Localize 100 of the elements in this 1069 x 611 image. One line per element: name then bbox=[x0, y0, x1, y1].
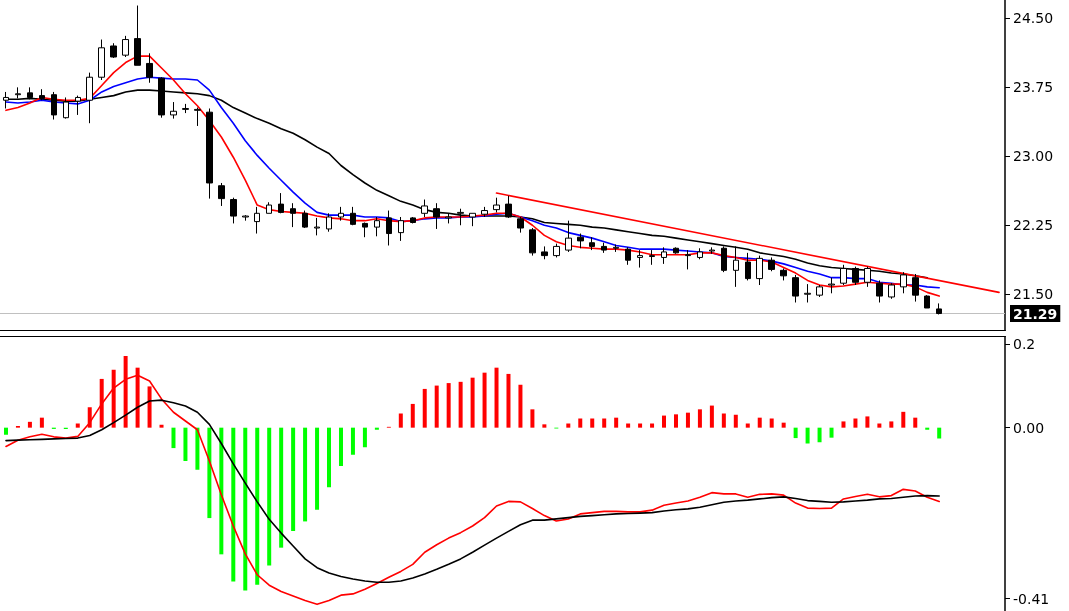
candlestick bbox=[362, 222, 368, 238]
bar bbox=[338, 427, 343, 466]
candlestick bbox=[745, 252, 751, 281]
candlestick bbox=[206, 107, 213, 200]
candlestick bbox=[481, 206, 488, 218]
candlestick bbox=[350, 206, 356, 226]
candlestick bbox=[517, 216, 524, 234]
bar bbox=[327, 427, 332, 488]
bar bbox=[841, 421, 846, 428]
bar bbox=[482, 372, 487, 428]
bar bbox=[422, 388, 427, 428]
bar bbox=[410, 403, 415, 428]
y-tick-label: -0.41 bbox=[1013, 590, 1050, 607]
bar bbox=[207, 427, 212, 519]
bar bbox=[877, 423, 882, 428]
bar bbox=[470, 377, 475, 428]
bar bbox=[195, 427, 200, 470]
candlestick bbox=[110, 42, 117, 59]
y-tick-label: 24.50 bbox=[1013, 10, 1054, 27]
bar bbox=[87, 407, 92, 428]
bar bbox=[865, 416, 870, 428]
candlestick bbox=[780, 267, 787, 281]
candlestick bbox=[75, 95, 81, 116]
candlestick bbox=[421, 199, 428, 218]
candlestick bbox=[792, 274, 799, 303]
bar bbox=[769, 418, 774, 428]
bar bbox=[889, 421, 894, 428]
bar bbox=[374, 427, 379, 430]
candlestick bbox=[433, 202, 440, 230]
y-tick-label: 21.50 bbox=[1013, 286, 1054, 303]
candlestick bbox=[338, 206, 344, 222]
bar bbox=[219, 427, 224, 555]
bar bbox=[697, 409, 702, 428]
bar bbox=[673, 414, 678, 428]
bar bbox=[279, 427, 284, 548]
bar bbox=[638, 423, 643, 428]
candlestick bbox=[876, 279, 883, 303]
candlestick bbox=[756, 255, 763, 286]
candlestick bbox=[625, 246, 631, 266]
bar bbox=[267, 427, 272, 566]
bar bbox=[458, 381, 463, 428]
bar bbox=[745, 423, 750, 428]
bar bbox=[566, 423, 571, 428]
bar bbox=[590, 418, 595, 428]
candlestick bbox=[374, 216, 380, 237]
candlestick bbox=[326, 212, 332, 233]
candlestick bbox=[685, 249, 691, 270]
candlestick bbox=[577, 233, 584, 249]
bar bbox=[829, 427, 834, 438]
bar bbox=[685, 412, 690, 428]
candlestick bbox=[146, 52, 153, 84]
bar bbox=[315, 427, 320, 510]
candlestick bbox=[290, 202, 296, 228]
bar bbox=[781, 422, 786, 428]
candlestick bbox=[314, 217, 320, 236]
bar bbox=[506, 373, 511, 428]
y-tick-label: 22.25 bbox=[1013, 217, 1054, 234]
candlestick bbox=[134, 5, 141, 66]
bar bbox=[243, 427, 248, 591]
line-series bbox=[5, 399, 940, 584]
candlestick bbox=[386, 210, 392, 246]
candlestick bbox=[589, 236, 595, 251]
bar bbox=[913, 417, 918, 428]
bar bbox=[39, 417, 44, 428]
bar bbox=[602, 418, 607, 428]
bar bbox=[350, 427, 355, 455]
bar bbox=[793, 427, 798, 439]
candlestick bbox=[553, 243, 560, 258]
bar bbox=[398, 413, 403, 428]
candlestick bbox=[194, 107, 201, 127]
candlestick bbox=[529, 227, 536, 257]
candlestick bbox=[445, 212, 452, 224]
bar bbox=[626, 423, 631, 428]
bar bbox=[434, 385, 439, 428]
bar bbox=[530, 409, 535, 428]
y-tick-label: 23.00 bbox=[1013, 148, 1054, 165]
ref-line-label: 21.29 bbox=[1013, 305, 1058, 322]
candlestick bbox=[278, 192, 284, 214]
bar bbox=[709, 405, 714, 428]
candlestick bbox=[218, 182, 225, 207]
bar bbox=[231, 427, 236, 582]
candlestick bbox=[828, 277, 835, 294]
bar bbox=[362, 427, 367, 448]
candlestick bbox=[63, 96, 69, 120]
bar bbox=[75, 423, 80, 428]
candlestick bbox=[122, 35, 129, 58]
bar bbox=[99, 378, 104, 428]
candlestick bbox=[230, 197, 237, 224]
candlestick bbox=[266, 201, 272, 214]
bar bbox=[542, 424, 547, 428]
candlestick bbox=[410, 216, 416, 224]
candlestick bbox=[469, 212, 476, 227]
bar bbox=[303, 427, 308, 522]
candlestick bbox=[98, 39, 105, 81]
y-tick-label: 0.2 bbox=[1013, 336, 1036, 353]
candlestick bbox=[302, 210, 308, 229]
candlestick bbox=[888, 282, 895, 300]
candlestick bbox=[398, 216, 404, 242]
candlestick bbox=[673, 246, 679, 255]
candlestick bbox=[182, 103, 189, 114]
